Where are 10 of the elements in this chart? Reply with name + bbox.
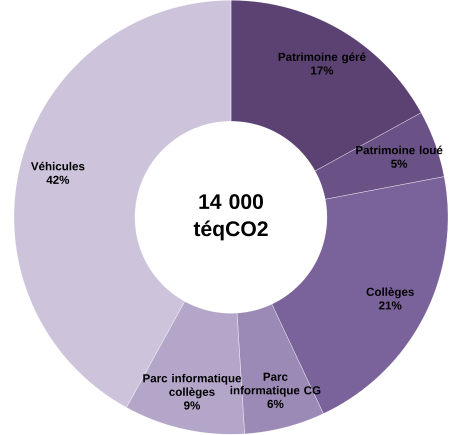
slice-label: Véhicules (30, 162, 84, 171)
data-label: 21% (379, 302, 402, 310)
data-label: 17% (311, 66, 334, 75)
data-label: 6% (267, 400, 284, 408)
data-label: 9% (184, 402, 200, 410)
slice-label: Collèges (366, 288, 414, 298)
data-label: 5% (391, 160, 408, 168)
data-label: 42% (46, 176, 70, 184)
text: 14 000 téqCO2 (194, 194, 268, 241)
slice-label: Patrimoine géré (278, 52, 366, 64)
